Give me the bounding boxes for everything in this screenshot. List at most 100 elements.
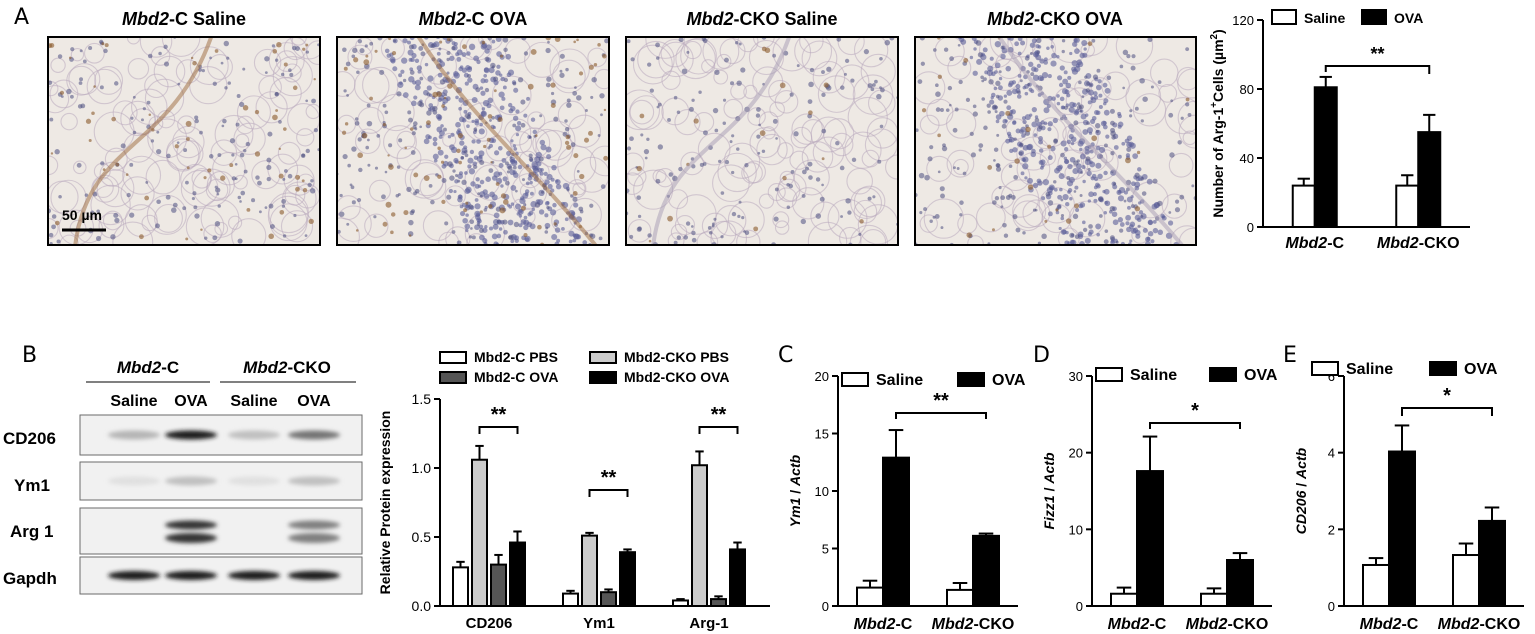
legend-label: Mbd2-CKO PBS [624,349,729,365]
bar [600,591,617,608]
significance-label: ** [491,404,507,426]
y-tick-label: 4 [1328,446,1335,461]
legend-swatch [1095,367,1123,382]
micrograph-image-1 [47,36,321,246]
legend-swatch [841,372,869,387]
legend-swatch [439,371,467,384]
y-tick-label: 15 [815,427,829,442]
bar [1136,470,1164,608]
bar [1110,592,1138,608]
legend-label: Saline [1130,367,1177,384]
legend-label: Mbd2-CKO OVA [624,369,730,385]
y-tick-label: 20 [815,369,829,384]
x-tick-label: Mbd2-C [1285,235,1344,252]
significance-label: ** [601,467,617,489]
western-blot: Mbd2-C Mbd2-CKO Saline OVA Saline OVA CD… [3,358,363,595]
blot-band [165,430,217,440]
x-tick-label: Mbd2-CKO [932,616,1015,633]
bar [1388,450,1416,607]
y-tick-label: 10 [815,484,829,499]
significance-bracket [895,412,987,419]
y-tick-label: 0 [1247,220,1254,235]
y-tick-label: 1.0 [412,460,432,476]
blot-band [228,430,280,440]
micrograph-image-4 [914,36,1197,246]
micrograph-image-3 [625,36,899,246]
legend-swatch [589,351,617,364]
chart-d-fizz1: 0 10 20 30 Fizz1 / Actb Mbd2-C Mbd2-CKO * Saline… [1041,367,1278,633]
micrograph-title-4: Mbd2-CKO OVA [987,9,1123,29]
significance-bracket [698,426,739,434]
chart-b-protein-expression: 0.0 0.5 1.0 1.5 Relative Protein expression C… [377,349,770,632]
blot-band [288,533,340,543]
bar [619,551,636,607]
blot-band [228,571,280,580]
y-tick-label: 1.5 [412,391,432,407]
bar [1362,563,1390,608]
significance-bracket [1149,422,1241,429]
x-tick-label: Mbd2-CKO [1438,616,1521,633]
blot-row-label-arg1: Arg 1 [10,522,53,541]
blot-band [288,430,340,440]
legend-label: OVA [992,372,1026,389]
legend-swatch [1429,361,1457,376]
legend-label: OVA [1394,10,1423,26]
bar [1200,592,1228,608]
blot-row-label-gapdh: Gapdh [3,569,57,588]
y-tick-label: 0 [1328,599,1335,614]
blot-band [288,520,340,530]
blot-band [108,571,160,580]
blot-lane-label-3: Saline [230,393,277,410]
micrograph-title-1: Mbd2-C Saline [122,9,246,29]
y-tick-label: 2 [1328,522,1335,537]
panel-letter-d: D [1033,343,1050,368]
x-tick-label: Ym1 [583,615,615,632]
y-tick-label: 0.5 [412,529,432,545]
y-axis-label: Relative Protein expression [377,411,393,595]
y-tick-label: 0 [1076,599,1083,614]
bar [1291,184,1316,229]
x-tick-label: Mbd2-CKO [1186,616,1269,633]
x-tick-label: Mbd2-C [1360,616,1419,633]
significance-bracket [1401,407,1493,416]
blot-row-label-cd206: CD206 [3,429,56,448]
y-tick-label: 5 [822,542,829,557]
bar [672,599,689,607]
y-tick-label: 30 [1069,369,1083,384]
legend-label: OVA [1464,361,1498,378]
significance-label: ** [933,390,949,412]
micrograph-title-3: Mbd2-CKO Saline [686,9,837,29]
bar [490,563,507,607]
y-axis-label: Number of Arg-1+Cells (µm2) [1209,29,1226,217]
bar [1417,131,1442,228]
bar [856,586,884,607]
significance-bracket [588,489,629,497]
y-tick-label: 80 [1240,82,1254,97]
blot-row-label-ym1: Ym1 [14,476,50,495]
x-tick-label: Mbd2-C [854,616,913,633]
blot-band [228,476,280,486]
bar [581,534,598,607]
legend-swatch [957,372,985,387]
bar [972,534,1000,607]
significance-label: * [1191,400,1199,422]
significance-bracket [478,426,519,434]
blot-group-header-2: Mbd2-CKO [243,358,331,377]
legend-swatch [1271,9,1297,25]
y-axis-label: Ym1 / Actb [787,454,803,527]
y-tick-label: 40 [1240,151,1254,166]
bar [946,588,974,608]
legend-label: Mbd2-C PBS [474,349,558,365]
panel-letter-e: E [1283,343,1297,368]
legend-swatch [1311,361,1339,376]
blot-group-header-1: Mbd2-C [117,358,179,377]
legend-swatch [1209,367,1237,382]
legend-swatch [589,371,617,384]
x-tick-label: CD206 [466,615,513,632]
bar [710,598,727,607]
blot-lane-label-1: Saline [110,393,157,410]
y-tick-label: 10 [1069,522,1083,537]
blot-lane-label-4: OVA [297,393,331,410]
bar [729,548,746,607]
chart-e-cd206: 0 2 4 6 CD206 / Actb Mbd2-C Mbd2-CKO * Saline OVA [1293,361,1524,633]
